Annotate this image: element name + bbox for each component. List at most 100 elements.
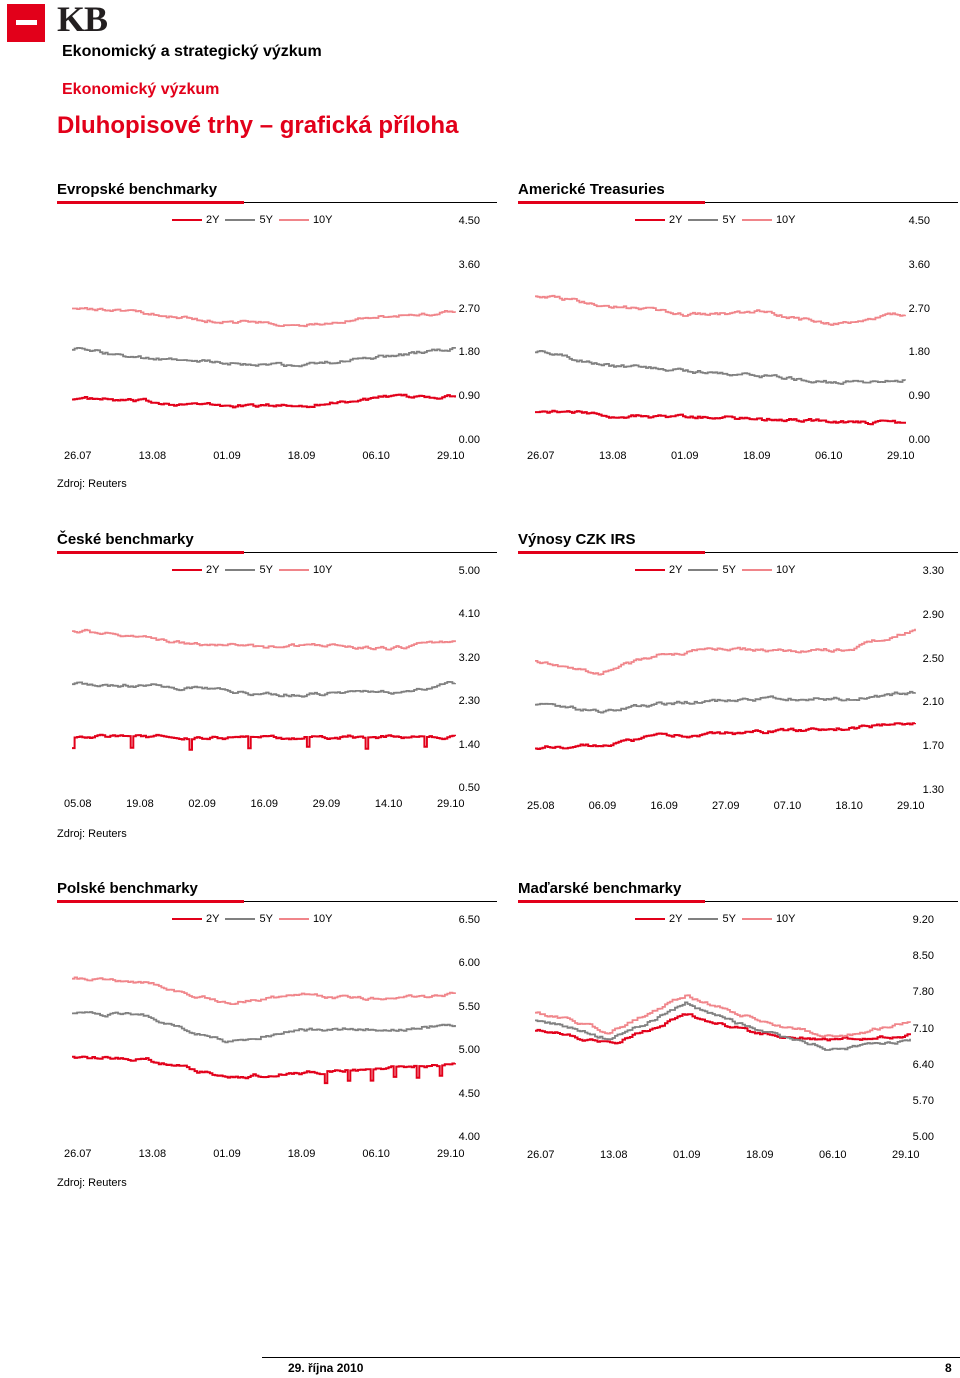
chart-pl-title-accent [57,900,244,903]
chart-eu-legend: 2Y 5Y 10Y [172,214,339,226]
chart-hu-legend-label: 10Y [775,913,796,925]
chart-irs-title-rule [518,552,958,553]
chart-cz-xtick: 14.10 [374,798,403,810]
chart-cz-ytick: 5.00 [458,565,480,577]
chart-pl-legend-item: 2Y [172,913,219,925]
chart-us-legend-swatch [688,219,719,221]
chart-cz-legend-swatch [225,569,256,571]
chart-eu-legend-swatch [278,219,309,221]
chart-irs-legend-item: 2Y [635,564,682,576]
chart-cz-ytick: 4.10 [458,608,480,621]
subdepartment-name: Ekonomický výzkum [62,81,220,98]
chart-eu-title: Evropské benchmarky [57,181,218,198]
chart-us-legend-label: 10Y [775,214,796,226]
chart-eu-legend-label: 2Y [206,214,220,226]
chart-irs-ytick: 3.30 [922,565,944,577]
chart-hu-legend-swatch [688,918,719,920]
chart-hu-ytick: 7.80 [912,986,934,999]
chart-hu-series-10Y [535,994,911,1038]
footer-divider [262,1357,960,1358]
chart-cz-ytick: 1.40 [458,738,480,751]
chart-pl-xtick: 18.09 [287,1148,316,1160]
chart-eu-ytick: 1.80 [458,346,480,359]
chart-eu-legend-label: 10Y [312,214,333,226]
chart-pl-legend-item: 5Y [225,913,273,925]
chart-us-legend-item: 2Y [635,214,682,226]
chart-cz-series-5Y [72,681,456,698]
chart-pl-title-rule [57,901,497,902]
chart-cz-title-accent [57,551,244,554]
chart-irs-xtick: 27.09 [712,800,740,812]
chart-cz-xtick: 02.09 [188,798,216,810]
chart-cz-title-rule [57,552,497,553]
chart-eu-legend-label: 5Y [259,214,273,226]
chart-irs-legend-item: 5Y [688,564,736,576]
chart-eu-ytick: 4.50 [458,215,480,227]
chart-cz-legend-item: 5Y [225,564,273,576]
chart-cz-legend-item: 10Y [278,564,333,576]
chart-eu-legend-swatch [225,219,256,221]
chart-pl-ytick: 4.00 [458,1131,480,1143]
chart-cz-ytick: 3.20 [458,651,480,664]
chart-eu-xtick: 13.08 [138,450,167,462]
chart-hu-ytick: 9.20 [912,914,934,926]
chart-eu-ytick: 2.70 [458,302,480,315]
chart-pl-legend-label: 5Y [259,913,273,925]
chart-eu-source: Zdroj: Reuters [57,478,127,490]
chart-us-legend-swatch [635,219,665,221]
chart-us-xtick: 29.10 [887,450,915,462]
chart-irs-ytick: 1.70 [922,740,944,753]
page-number: 8 [945,1361,952,1375]
chart-pl-legend-swatch [172,918,202,920]
chart-irs-xtick: 07.10 [773,800,802,812]
chart-hu-xtick: 06.10 [819,1149,847,1161]
chart-hu-xtick: 01.09 [673,1149,701,1161]
chart-us-series-5Y [535,349,906,385]
chart-pl-legend-swatch [225,918,256,920]
chart-hu-ytick: 5.00 [912,1131,934,1143]
chart-cz-legend-swatch [278,569,309,571]
chart-eu-ytick: 3.60 [458,258,480,271]
chart-eu-xtick: 29.10 [437,450,465,462]
chart-pl-ytick: 6.50 [458,914,480,926]
chart-eu-series-2Y [72,393,456,409]
chart-irs-plot [535,628,916,750]
chart-pl-xtick: 26.07 [64,1148,92,1160]
chart-hu-xtick: 18.09 [746,1149,774,1161]
chart-pl-legend-item: 10Y [278,913,333,925]
chart-cz-xtick: 19.08 [126,798,154,810]
chart-cz-source: Zdroj: Reuters [57,828,127,840]
chart-hu-title: Maďarské benchmarky [518,880,682,897]
chart-irs-title-accent [518,551,705,554]
chart-hu-legend-item: 2Y [635,913,682,925]
chart-hu-ytick: 6.40 [912,1058,934,1071]
chart-eu-xtick: 01.09 [213,450,241,462]
chart-irs-ytick: 2.50 [922,652,944,665]
chart-irs-ytick: 2.10 [922,696,944,709]
chart-eu-xtick: 06.10 [362,450,390,462]
chart-pl-series-10Y [72,976,456,1005]
chart-us-ytick: 2.70 [908,302,930,315]
chart-us-xtick: 13.08 [599,450,627,462]
chart-eu-plot [72,307,456,409]
chart-us-series-10Y [535,294,906,326]
chart-us-legend-label: 5Y [722,214,736,226]
kb-logo-mark [7,4,45,42]
chart-pl-series-5Y [72,1011,456,1044]
chart-irs-xtick: 29.10 [897,800,925,812]
chart-us-title-rule [518,202,958,203]
chart-pl-ytick: 5.00 [458,1044,480,1057]
chart-pl-ytick: 6.00 [458,957,480,970]
chart-irs-ytick: 2.90 [922,608,944,621]
chart-irs-legend-swatch [741,569,772,571]
chart-us-ytick: 0.00 [908,434,930,446]
chart-cz-legend-swatch [172,569,202,571]
chart-hu-ytick: 5.70 [912,1094,934,1107]
chart-us-title: Americké Treasuries [518,181,665,198]
chart-eu-title-rule [57,202,497,203]
chart-us-legend-label: 2Y [669,214,683,226]
chart-cz-series-10Y [72,628,456,651]
chart-eu-ytick: 0.90 [458,390,480,403]
chart-cz-plot [72,628,456,751]
chart-hu-xtick: 26.07 [527,1149,555,1161]
